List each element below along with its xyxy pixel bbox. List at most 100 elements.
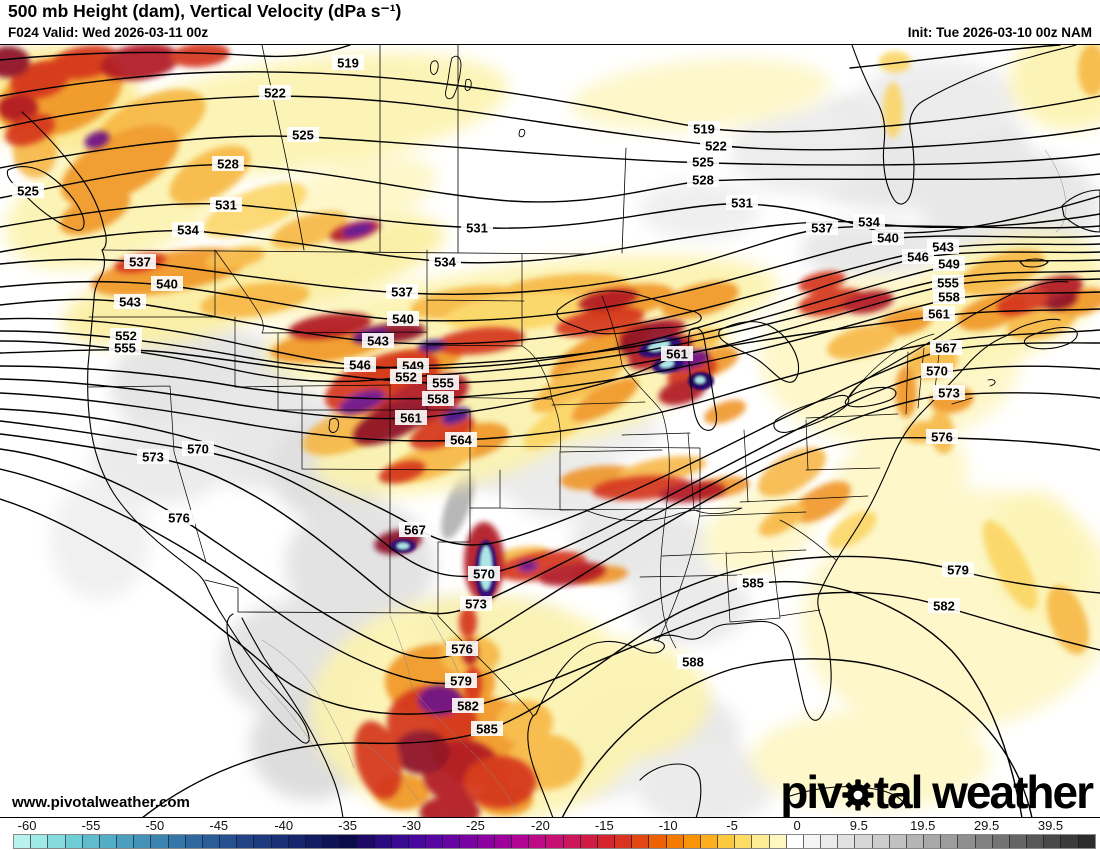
contour-label-box: [427, 375, 459, 390]
contour-label-box: [12, 183, 44, 198]
contour-label-box: [332, 55, 364, 70]
colorbar-cell: [1027, 835, 1045, 848]
colorbar-cell: [958, 835, 976, 848]
contour-label: 543: [367, 334, 389, 349]
contour-label: 555: [937, 276, 959, 291]
colorbar: -60 -55 -50 -45 -40 -35 -30 -25 -20 -15 -10 -5 0 9.5 1…: [0, 818, 1100, 850]
colorbar-tick: -35: [338, 818, 358, 833]
contour-label-box: [806, 220, 838, 235]
contour-label: 522: [705, 139, 727, 154]
contour-label-box: [399, 522, 431, 537]
contour-label-box: [452, 698, 484, 713]
colorbar-cell: [597, 835, 616, 848]
contour-label-box: [210, 197, 242, 212]
colorbar-cell: [134, 835, 152, 848]
contour-label-box: [259, 85, 291, 100]
colorbar-cell: [31, 835, 49, 848]
contour-label-box: [726, 195, 758, 210]
contour-label-box: [933, 385, 965, 400]
contour-label-box: [927, 239, 959, 254]
colorbar-cell: [99, 835, 118, 848]
contour-label: 531: [731, 196, 753, 211]
contour-label-box: [172, 222, 204, 237]
contour-label: 540: [156, 277, 178, 292]
colorbar-cell: [546, 835, 564, 848]
colorbar-cell: [460, 835, 478, 848]
colorbar-cell: [632, 835, 650, 848]
colorbar-tick: 19.5: [910, 818, 936, 833]
contour-label: 579: [450, 674, 472, 689]
contour-label: 531: [215, 198, 237, 213]
contour-label: 528: [217, 157, 239, 172]
contour-label: 540: [877, 231, 899, 246]
colorbar-tick: 9.5: [849, 818, 868, 833]
colorbar-cell: [202, 835, 221, 848]
contour-label: 555: [432, 376, 454, 391]
valid-time-label: F024 Valid: Wed 2026-03-11 00z: [8, 25, 209, 40]
contour-label-box: [422, 391, 454, 406]
contour-label-box: [390, 369, 422, 384]
colorbar-tick: 39.5: [1037, 818, 1064, 833]
contour-label-box: [461, 220, 493, 235]
colorbar-cell: [14, 835, 32, 848]
colorbar-cell: [408, 835, 427, 848]
contour-label-box: [661, 346, 693, 361]
colorbar-cell: [683, 835, 701, 848]
colorbar-cell: [443, 835, 461, 848]
contour-label: 579: [947, 563, 969, 578]
colorbar-cell: [735, 835, 753, 848]
contour-label-box: [921, 363, 953, 378]
contour-label: 531: [466, 221, 488, 236]
contour-label: 576: [168, 511, 190, 526]
contour-label-box: [137, 449, 169, 464]
contour-label: 537: [811, 221, 833, 236]
contour-label-box: [688, 121, 720, 136]
colorbar-cell: [769, 835, 787, 848]
contour-label-box: [362, 333, 394, 348]
contour-label-box: [344, 357, 376, 372]
contour-label-box: [182, 441, 214, 456]
contour-label: 525: [17, 184, 39, 199]
colorbar-cell: [82, 835, 100, 848]
colorbar-cell: [391, 835, 409, 848]
contour-label: 573: [938, 386, 960, 401]
contour-label-box: [446, 641, 478, 656]
colorbar-cell: [48, 835, 66, 848]
colorbar-tick: -15: [594, 818, 614, 833]
colorbar-cell: [374, 835, 392, 848]
contour-label-box: [109, 340, 141, 355]
forecast-map: 519 519 522 522 525 525 525 528 528 531 531 531 534 5…: [0, 45, 1100, 818]
colorbar-cell: [271, 835, 289, 848]
contour-label: 576: [931, 430, 953, 445]
contour-label: 540: [392, 312, 414, 327]
contour-label-box: [163, 510, 195, 525]
colorbar-cell: [580, 835, 598, 848]
contour-label: 534: [858, 215, 880, 230]
contour-label-box: [932, 275, 964, 290]
colorbar-cell: [340, 835, 358, 848]
colorbar-tick: 0: [793, 818, 801, 833]
contour-label-box: [445, 673, 477, 688]
colorbar-cell: [924, 835, 942, 848]
init-time-label: Init: Tue 2026-03-10 00z NAM: [907, 25, 1092, 40]
colorbar-cell: [700, 835, 719, 848]
colorbar-cell: [718, 835, 736, 848]
contour-label: 528: [692, 173, 714, 188]
colorbar-cell: [803, 835, 822, 848]
colorbar-tick: -25: [466, 818, 485, 833]
colorbar-cell: [117, 835, 135, 848]
watermark-text-pre: piv: [780, 766, 842, 818]
colorbar-cell: [357, 835, 375, 848]
contour-label: 585: [476, 722, 498, 737]
colorbar-cell: [821, 835, 839, 848]
contour-label: 555: [114, 341, 136, 356]
contour-label: 570: [473, 567, 495, 582]
contour-label-box: [942, 562, 974, 577]
contour-label: 525: [692, 155, 714, 170]
contour-label-box: [930, 340, 962, 355]
colorbar-tick: -5: [726, 818, 738, 833]
contour-label: 564: [450, 433, 472, 448]
contour-labels: 5195195225225255255255285285315315315345…: [12, 55, 974, 737]
contour-label-box: [110, 328, 142, 343]
colorbar-ticks: -60 -55 -50 -45 -40 -35 -30 -25 -20 -15 -10 -5 0 9.5 1…: [13, 818, 1096, 833]
